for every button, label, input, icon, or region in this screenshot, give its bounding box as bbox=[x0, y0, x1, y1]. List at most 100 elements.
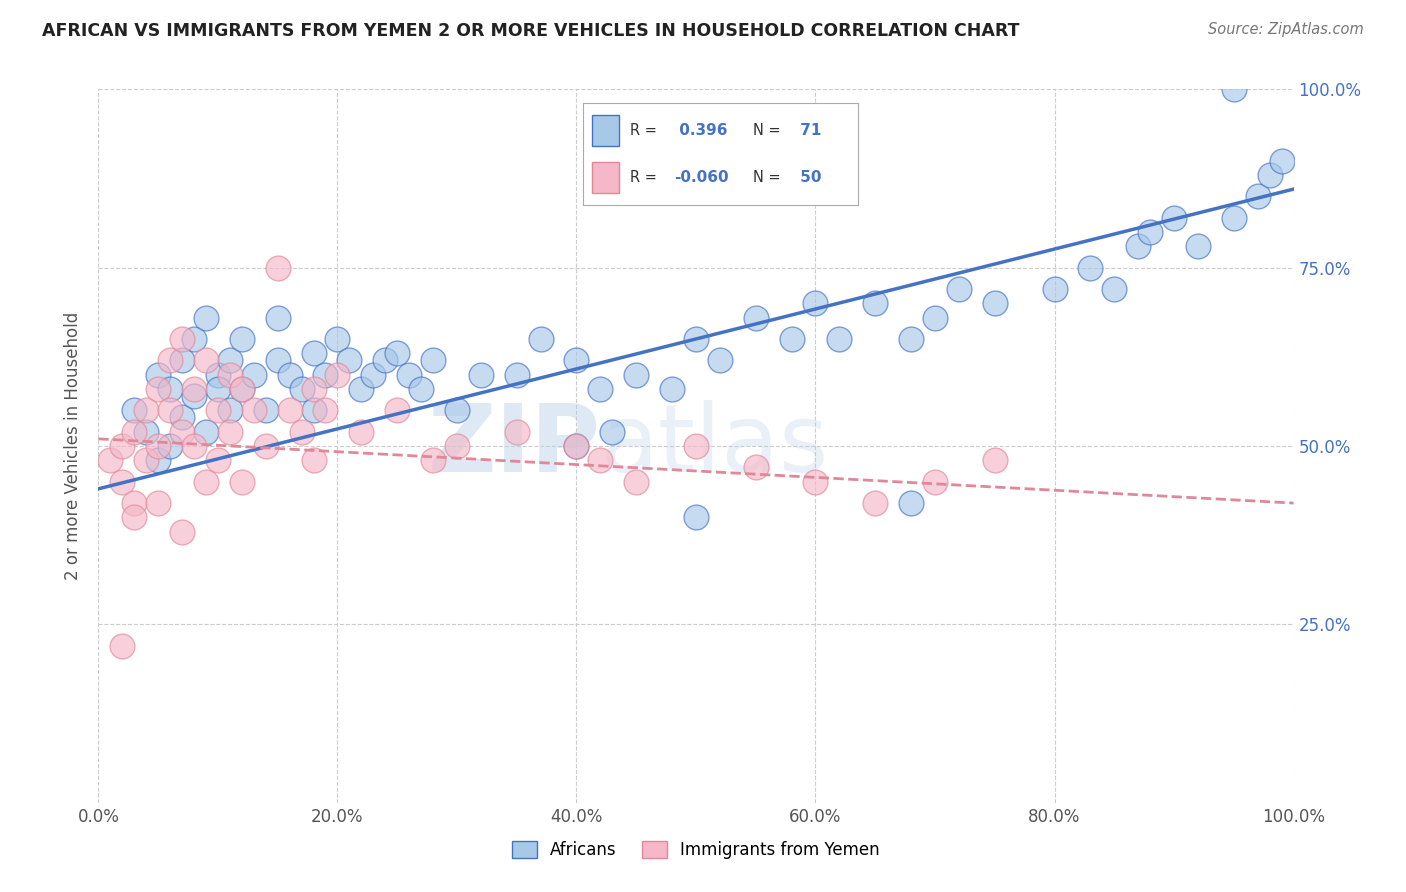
Point bbox=[267, 310, 290, 325]
Point bbox=[254, 403, 277, 417]
Text: ZIP: ZIP bbox=[427, 400, 600, 492]
Point bbox=[1104, 282, 1126, 296]
Point bbox=[172, 524, 194, 539]
Point bbox=[148, 382, 170, 396]
Point bbox=[339, 353, 361, 368]
Point bbox=[267, 260, 290, 275]
Point bbox=[745, 310, 768, 325]
Point bbox=[135, 403, 157, 417]
Point bbox=[111, 475, 134, 489]
Point bbox=[602, 425, 624, 439]
Point bbox=[124, 425, 146, 439]
Point bbox=[374, 353, 396, 368]
Point bbox=[506, 368, 529, 382]
Point bbox=[267, 353, 290, 368]
Point bbox=[411, 382, 433, 396]
Point bbox=[207, 368, 229, 382]
Point bbox=[219, 353, 242, 368]
Point bbox=[446, 403, 468, 417]
Point bbox=[900, 496, 922, 510]
Point bbox=[98, 453, 122, 467]
Point bbox=[231, 332, 253, 346]
Point bbox=[1080, 260, 1102, 275]
Point bbox=[506, 425, 529, 439]
Point bbox=[685, 439, 707, 453]
Point bbox=[661, 382, 683, 396]
Point bbox=[302, 382, 325, 396]
Point bbox=[195, 475, 218, 489]
Point bbox=[231, 382, 253, 396]
Point bbox=[231, 475, 253, 489]
Point bbox=[865, 496, 887, 510]
Text: 0.396: 0.396 bbox=[673, 123, 727, 137]
Point bbox=[1187, 239, 1209, 253]
Point bbox=[865, 296, 887, 310]
Point bbox=[422, 453, 444, 467]
Point bbox=[626, 475, 648, 489]
Point bbox=[124, 403, 146, 417]
Point bbox=[207, 403, 229, 417]
Point bbox=[111, 439, 134, 453]
Point bbox=[111, 639, 134, 653]
Point bbox=[315, 403, 337, 417]
Point bbox=[195, 425, 218, 439]
Point bbox=[685, 332, 707, 346]
Point bbox=[183, 332, 205, 346]
Point bbox=[243, 403, 266, 417]
Point bbox=[350, 425, 373, 439]
Point bbox=[183, 389, 205, 403]
Point bbox=[780, 332, 803, 346]
Point bbox=[709, 353, 731, 368]
Point bbox=[900, 332, 922, 346]
Point bbox=[530, 332, 553, 346]
Point bbox=[148, 453, 170, 467]
Point bbox=[207, 453, 229, 467]
Bar bbox=[592, 162, 619, 193]
Text: N =: N = bbox=[754, 170, 782, 185]
Y-axis label: 2 or more Vehicles in Household: 2 or more Vehicles in Household bbox=[65, 312, 83, 580]
Text: AFRICAN VS IMMIGRANTS FROM YEMEN 2 OR MORE VEHICLES IN HOUSEHOLD CORRELATION CHA: AFRICAN VS IMMIGRANTS FROM YEMEN 2 OR MO… bbox=[42, 22, 1019, 40]
Point bbox=[745, 460, 768, 475]
Point bbox=[1271, 153, 1294, 168]
Point bbox=[302, 346, 325, 360]
Point bbox=[159, 382, 181, 396]
Text: 71: 71 bbox=[794, 123, 821, 137]
Text: R =: R = bbox=[630, 170, 657, 185]
Point bbox=[984, 453, 1007, 467]
Point bbox=[1223, 82, 1246, 96]
Point bbox=[1163, 211, 1185, 225]
Point bbox=[159, 439, 181, 453]
Point bbox=[470, 368, 492, 382]
Point bbox=[172, 332, 194, 346]
Point bbox=[183, 439, 205, 453]
Point bbox=[315, 368, 337, 382]
Point bbox=[385, 346, 409, 360]
Text: 50: 50 bbox=[794, 170, 821, 185]
Point bbox=[148, 496, 170, 510]
Point bbox=[1258, 168, 1281, 182]
Point bbox=[1247, 189, 1270, 203]
Point bbox=[135, 425, 157, 439]
Point bbox=[565, 353, 588, 368]
Point bbox=[589, 382, 612, 396]
Point bbox=[278, 403, 301, 417]
Point bbox=[589, 453, 612, 467]
Point bbox=[948, 282, 970, 296]
Point bbox=[278, 368, 301, 382]
Point bbox=[1043, 282, 1066, 296]
Point bbox=[291, 425, 314, 439]
Point bbox=[124, 496, 146, 510]
Point bbox=[422, 353, 444, 368]
Point bbox=[565, 439, 588, 453]
Point bbox=[219, 403, 242, 417]
Point bbox=[398, 368, 420, 382]
Text: -0.060: -0.060 bbox=[673, 170, 728, 185]
Point bbox=[326, 368, 349, 382]
Point bbox=[565, 439, 588, 453]
Point bbox=[195, 353, 218, 368]
Point bbox=[828, 332, 851, 346]
Point bbox=[243, 368, 266, 382]
Point bbox=[183, 382, 205, 396]
Point bbox=[984, 296, 1007, 310]
Point bbox=[159, 353, 181, 368]
